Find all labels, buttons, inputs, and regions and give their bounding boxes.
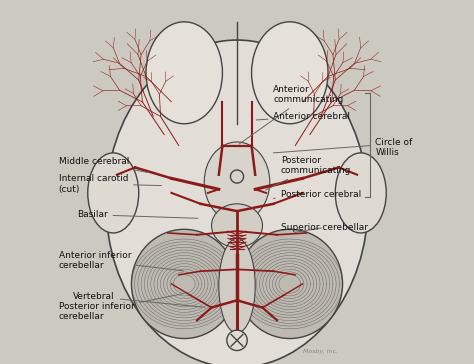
Ellipse shape bbox=[106, 40, 368, 364]
Ellipse shape bbox=[219, 238, 255, 333]
Text: Superior cerebellar: Superior cerebellar bbox=[281, 223, 368, 233]
Text: Middle cerebral: Middle cerebral bbox=[59, 158, 147, 173]
Text: Posterior cerebral: Posterior cerebral bbox=[273, 190, 361, 199]
Ellipse shape bbox=[237, 229, 343, 339]
Ellipse shape bbox=[335, 153, 386, 233]
Text: Circle of
Willis: Circle of Willis bbox=[375, 138, 412, 157]
Text: Posterior
communicating: Posterior communicating bbox=[266, 156, 351, 190]
Text: Anterior inferior
cerebellar: Anterior inferior cerebellar bbox=[59, 250, 183, 271]
Text: Anterior cerebral: Anterior cerebral bbox=[256, 112, 350, 121]
Text: Vertebral: Vertebral bbox=[73, 292, 205, 307]
Ellipse shape bbox=[146, 22, 222, 124]
Circle shape bbox=[230, 170, 244, 183]
Circle shape bbox=[227, 330, 247, 351]
Text: Basilar: Basilar bbox=[77, 210, 198, 219]
Text: Anterior
communicating: Anterior communicating bbox=[239, 85, 344, 144]
Ellipse shape bbox=[252, 22, 328, 124]
Ellipse shape bbox=[204, 142, 270, 222]
Ellipse shape bbox=[88, 153, 139, 233]
Text: Mosby, Inc.: Mosby, Inc. bbox=[303, 349, 338, 354]
Ellipse shape bbox=[131, 229, 237, 339]
Ellipse shape bbox=[211, 204, 263, 248]
Text: Posterior inferior
cerebellar: Posterior inferior cerebellar bbox=[59, 294, 183, 321]
Text: Internal carotid
(cut): Internal carotid (cut) bbox=[59, 174, 162, 194]
